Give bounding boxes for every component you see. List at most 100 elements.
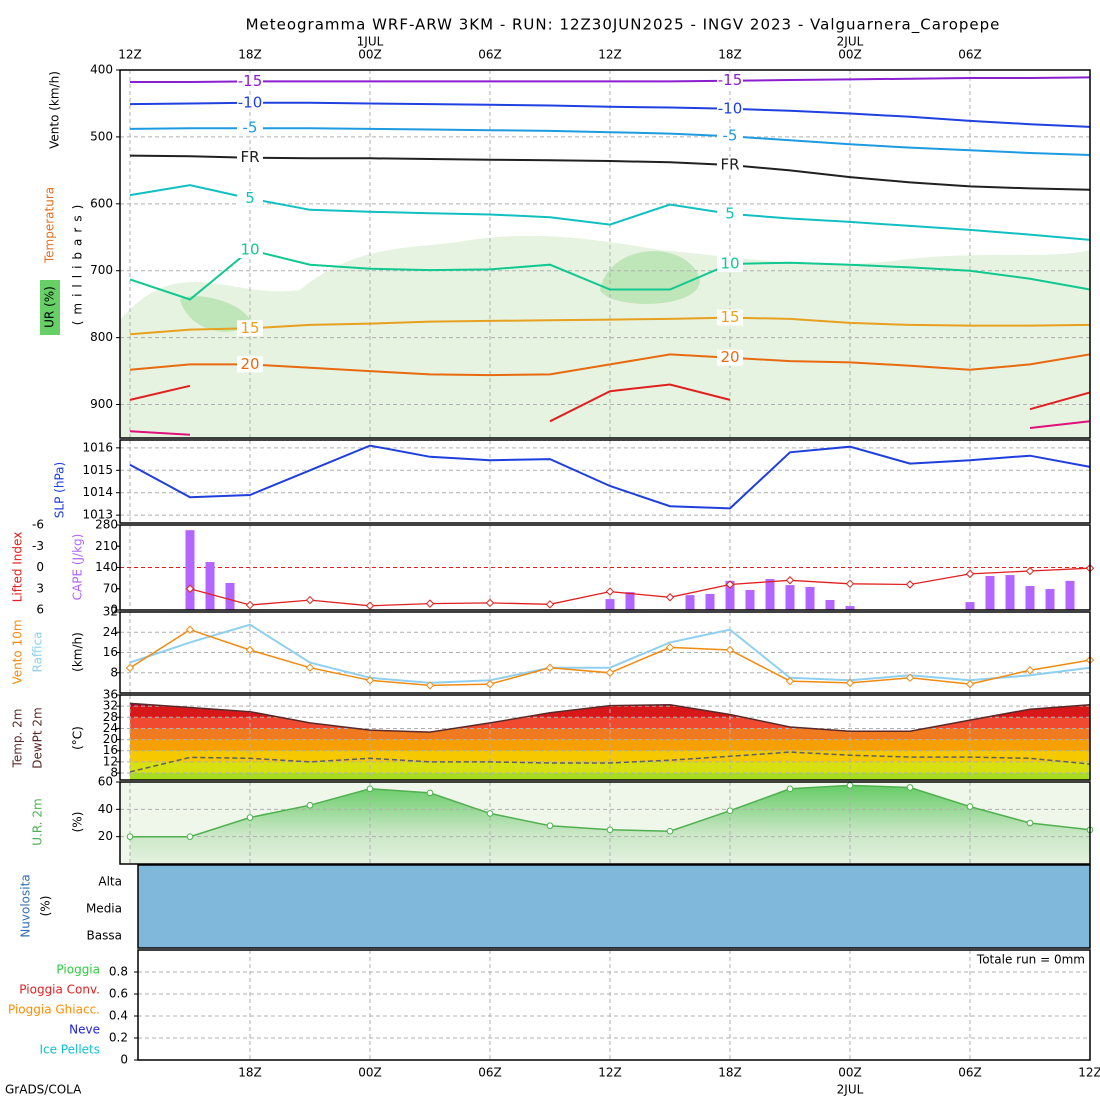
x-tick-label: 00Z	[838, 48, 862, 62]
legend-label: Ice Pellets	[39, 1043, 100, 1057]
axis-label: SLP (hPa)	[53, 462, 67, 518]
y-tick-label: 210	[95, 539, 118, 553]
bar	[965, 602, 975, 610]
bar	[1065, 580, 1075, 610]
x-tick-label: 06Z	[958, 1066, 982, 1080]
contour-label: -5	[243, 119, 258, 137]
marker	[606, 826, 614, 834]
marker	[305, 595, 315, 605]
marker	[185, 625, 195, 634]
marker	[965, 569, 975, 579]
x-tick-label: 18Z	[238, 1066, 262, 1080]
axis-label: Nuvolosita	[19, 874, 33, 937]
contour-label: 10	[240, 240, 259, 258]
marker	[185, 584, 195, 593]
marker	[245, 600, 255, 610]
x-tick-label: 06Z	[478, 48, 502, 62]
y-tick-label: 0	[110, 603, 118, 617]
label-bg	[717, 309, 743, 326]
contour-label: 5	[725, 204, 735, 222]
contours: -15 -15 -10 -10 -5 -5 FR FR 5 5 10 10 15 15 20 20	[129, 71, 1090, 436]
y-tick-label: 12	[103, 754, 118, 768]
marker	[966, 803, 974, 810]
axis-label: Raffica	[31, 632, 45, 673]
y-tick-label: 0.4	[109, 1009, 128, 1023]
label-bg	[237, 190, 263, 207]
y-tick-label: 40	[98, 802, 113, 816]
bar	[685, 595, 695, 610]
x-tick-label: 18Z	[238, 48, 262, 62]
bar	[845, 606, 855, 610]
panel-frame	[119, 69, 1091, 439]
y-tick-label: 0.2	[109, 1031, 128, 1045]
axis-label: Lifted Index	[11, 532, 25, 603]
axis-label: (°C)	[71, 726, 85, 750]
y-tick-label: 1013	[82, 508, 113, 522]
y-tick-label: 8	[110, 665, 118, 679]
isotherm	[129, 184, 1090, 241]
label-bg	[717, 100, 743, 117]
label-bg	[237, 73, 263, 90]
x-tick-label: 06Z	[478, 1066, 502, 1080]
x-tick-label: 00Z	[838, 1066, 862, 1080]
x-tick-label: 18Z	[718, 48, 742, 62]
marker	[785, 676, 795, 686]
y-tick-label: 900	[90, 397, 113, 411]
date-label: 2JUL	[837, 1083, 864, 1097]
marker	[125, 663, 135, 673]
axis-label: U.R. 2m	[31, 798, 45, 845]
isotherm	[129, 383, 1090, 423]
marker	[965, 679, 975, 689]
line	[129, 751, 1091, 773]
marker	[786, 785, 794, 793]
marker	[725, 645, 735, 655]
axis-label: (%)	[71, 812, 85, 833]
isotherm	[129, 316, 1090, 336]
bar	[785, 585, 795, 610]
label-bg	[237, 94, 263, 111]
marker	[666, 827, 674, 835]
marker	[846, 782, 854, 789]
contour-label: 10	[720, 255, 739, 273]
marker	[905, 673, 915, 683]
marker	[1026, 819, 1034, 827]
bar	[605, 599, 615, 610]
contour-label: 20	[240, 355, 259, 373]
level-label: Bassa	[87, 929, 122, 943]
line	[189, 567, 1091, 607]
y-tick-label: 8	[110, 766, 118, 780]
contour-label: FR	[240, 148, 259, 166]
marker	[906, 784, 914, 791]
label-bg	[717, 256, 743, 273]
total-label: Totale run = 0mm	[976, 953, 1085, 967]
bar	[985, 576, 995, 610]
y-tick-label: 1015	[82, 463, 113, 477]
bar	[185, 530, 195, 610]
x-tick-label: 12Z	[118, 48, 142, 62]
marker	[905, 580, 915, 589]
level-label: Media	[86, 902, 122, 916]
axis-label: Temp. 2m	[11, 709, 25, 769]
marker	[365, 601, 375, 610]
axis-label: (%)	[39, 896, 53, 917]
y-tick-label: 1016	[82, 440, 113, 454]
marker	[546, 822, 554, 830]
y-tick-label: 60	[98, 775, 113, 789]
y-tick-label: 0	[120, 1053, 128, 1067]
bar	[725, 580, 735, 610]
x-tick-label: 12Z	[598, 1066, 622, 1080]
marker	[245, 645, 255, 655]
panel-frame	[137, 864, 1091, 949]
marker	[785, 576, 795, 585]
bar	[825, 599, 835, 610]
bar	[705, 593, 715, 610]
legend-label: Neve	[69, 1023, 100, 1037]
label-bg	[717, 349, 743, 366]
y-tick-label: 500	[90, 129, 113, 143]
y-tick-label: -3	[32, 539, 44, 553]
credit: GrADS/COLA	[5, 1083, 82, 1097]
level-label: Alta	[98, 875, 122, 889]
bar	[1005, 575, 1015, 610]
isotherm	[129, 127, 1090, 156]
